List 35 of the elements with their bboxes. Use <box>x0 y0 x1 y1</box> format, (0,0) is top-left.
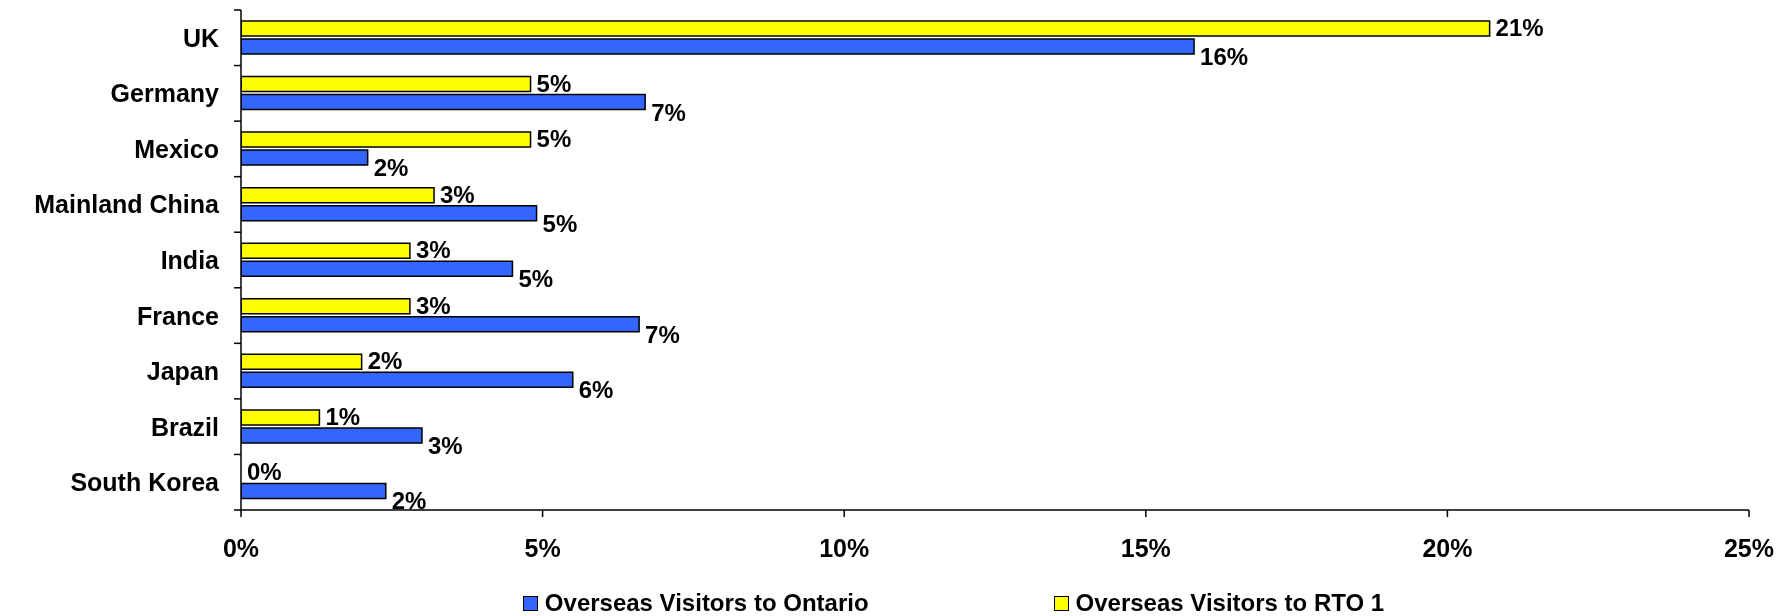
data-label: 0% <box>247 458 282 486</box>
data-label: 2% <box>391 487 427 515</box>
data-label: 5% <box>542 209 578 237</box>
legend-label: Overseas Visitors to Ontario <box>544 589 869 616</box>
y-tick-label: Japan <box>146 357 219 386</box>
y-tick-label: France <box>137 301 220 330</box>
data-label: 7% <box>651 98 686 126</box>
data-label: 3% <box>440 180 475 208</box>
data-label: 5% <box>536 69 572 97</box>
data-label: 3% <box>415 291 451 319</box>
data-label: 6% <box>578 376 614 404</box>
y-tick-label: South Korea <box>70 468 221 497</box>
legend-label: Overseas Visitors to RTO 1 <box>1075 589 1385 616</box>
data-label: 3% <box>427 431 463 459</box>
data-label: 2% <box>373 154 409 182</box>
data-label: 21% <box>1495 14 1544 41</box>
x-tick-label: 25% <box>1723 533 1775 562</box>
y-tick-label: Brazil <box>150 412 219 441</box>
y-tick-label: Mexico <box>134 134 219 163</box>
data-label: 5% <box>518 265 554 293</box>
x-tick-label: 5% <box>524 533 561 562</box>
x-tick-label: 15% <box>1120 533 1171 562</box>
y-tick-label: UK <box>182 23 219 52</box>
data-label: 3% <box>415 236 451 264</box>
y-tick-label: India <box>160 246 221 274</box>
y-tick-label: Germany <box>110 79 220 108</box>
data-label: 2% <box>367 347 403 375</box>
data-label: 1% <box>325 402 361 430</box>
data-label: 16% <box>1200 43 1249 70</box>
data-label: 5% <box>536 125 572 153</box>
x-tick-label: 0% <box>222 533 260 562</box>
y-tick-label: Mainland China <box>34 190 221 219</box>
x-tick-label: 10% <box>819 533 870 562</box>
data-label: 7% <box>645 320 680 348</box>
x-tick-label: 20% <box>1422 533 1473 562</box>
